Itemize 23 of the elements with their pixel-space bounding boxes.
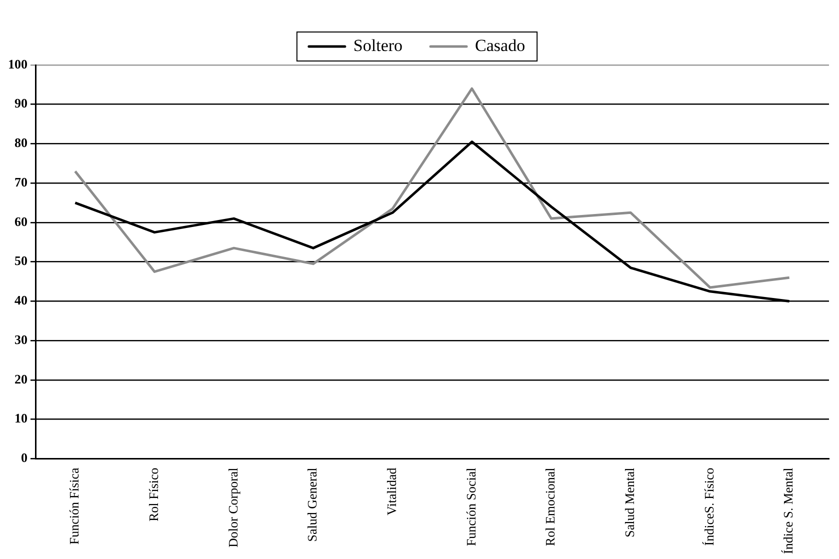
- x-tick-label: Rol Físico: [146, 468, 161, 522]
- y-tick-label: 100: [8, 56, 28, 72]
- y-tick-label: 10: [14, 410, 28, 426]
- x-tick-label: Índice S. Mental: [780, 467, 796, 554]
- y-tick-label: 70: [14, 174, 28, 190]
- y-tick-label: 0: [21, 450, 28, 466]
- y-tick-label: 60: [14, 214, 28, 229]
- x-tick-label: Rol Emocional: [542, 467, 558, 546]
- x-tick-label: Función Social: [463, 467, 478, 546]
- x-tick-label: Vitalidad: [384, 467, 399, 516]
- y-tick-label: 40: [14, 292, 28, 308]
- x-tick-label: Dolor Corporal: [225, 467, 240, 548]
- x-tick-label: ÍndiceS. Físico: [701, 468, 716, 546]
- x-tick-label: Función Física: [66, 467, 82, 545]
- x-tick-label: Salud General: [304, 467, 320, 542]
- y-tick-label: 90: [14, 96, 28, 111]
- legend-label: Casado: [475, 36, 526, 55]
- y-tick-label: 80: [14, 135, 28, 150]
- y-tick-label: 50: [14, 253, 28, 268]
- y-tick-label: 30: [14, 332, 28, 347]
- y-tick-label: 20: [14, 371, 28, 386]
- legend-label: Soltero: [353, 36, 403, 55]
- x-tick-label: Salud Mental: [622, 467, 638, 538]
